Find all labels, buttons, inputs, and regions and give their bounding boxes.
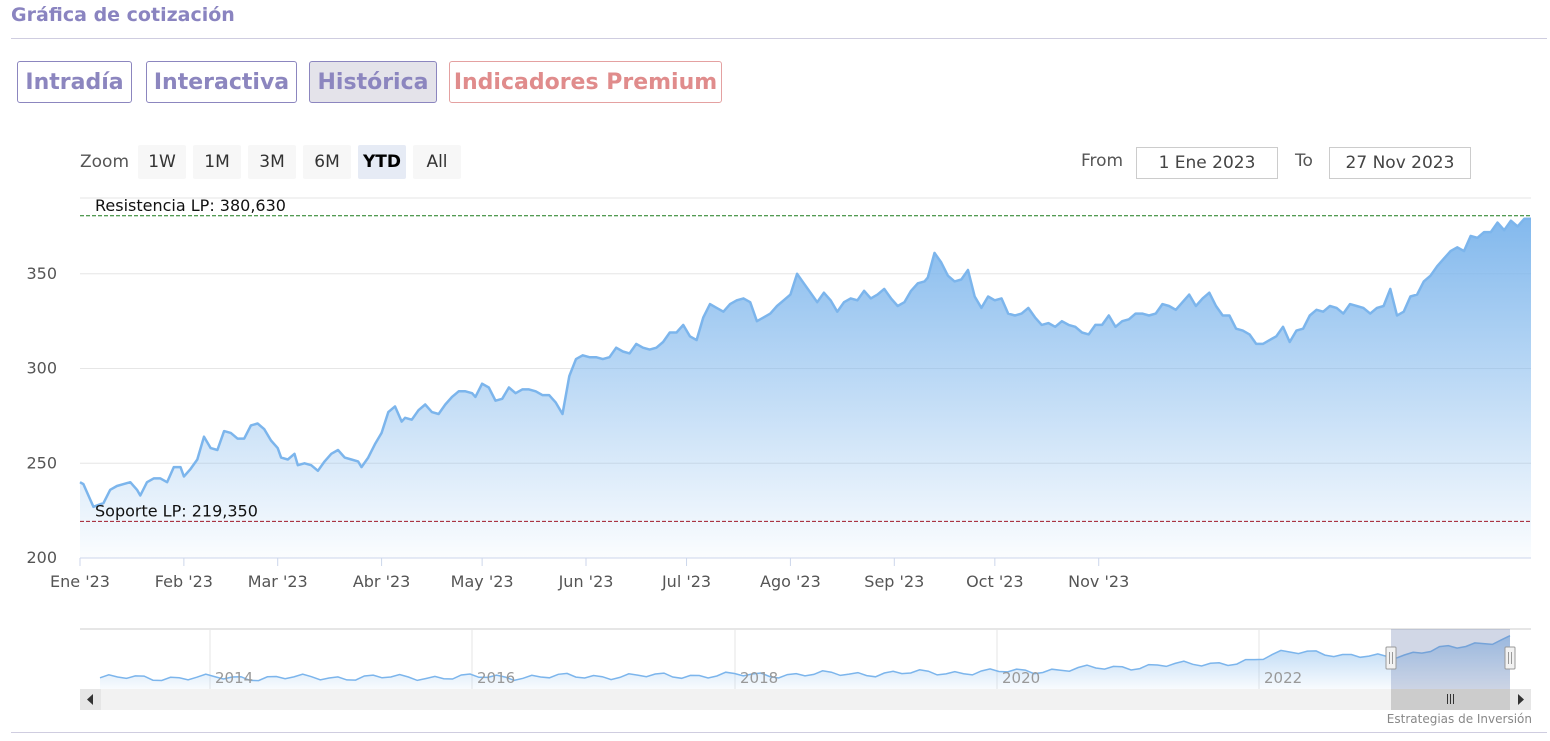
y-tick-label: 350 [26, 264, 57, 283]
scrollbar-left-button[interactable] [80, 689, 101, 710]
title-divider [11, 38, 1547, 39]
y-tick-label: 300 [26, 359, 57, 378]
navigator-tick-label: 2014 [215, 669, 253, 687]
tab-intradia[interactable]: Intradía [17, 61, 132, 103]
range-to-input[interactable] [1329, 147, 1471, 179]
resistance-label: Resistencia LP: 380,630 [95, 196, 286, 215]
navigator[interactable]: 2014 2016 2018 2020 2022 [80, 628, 1531, 689]
price-line [79, 217, 1531, 509]
navigator-gridlines [209, 629, 1260, 689]
x-tick-label: Oct '23 [966, 572, 1024, 591]
x-tick-label: Mar '23 [248, 572, 308, 591]
range-from-input[interactable] [1136, 147, 1278, 179]
x-tick-label: Ene '23 [50, 572, 110, 591]
navigator-line [99, 635, 1511, 682]
navigator-handle-right[interactable] [1504, 646, 1516, 670]
y-tick-label: 250 [26, 453, 57, 472]
navigator-tick-label: 2020 [1002, 669, 1040, 687]
zoom-button-1m[interactable]: 1M [193, 145, 241, 179]
support-label: Soporte LP: 219,350 [95, 501, 258, 520]
tab-indicadores-premium[interactable]: Indicadores Premium [449, 61, 722, 103]
x-axis-labels: Ene '23 Feb '23 Mar '23 Abr '23 May '23 Jun '… [50, 558, 1129, 591]
x-tick-label: Abr '23 [353, 572, 411, 591]
bottom-divider [11, 732, 1547, 733]
x-tick-label: Nov '23 [1068, 572, 1129, 591]
navigator-handle-left[interactable] [1385, 646, 1397, 670]
x-tick-label: Sep '23 [864, 572, 924, 591]
section-title: Gráfica de cotización [11, 4, 235, 26]
arrow-left-icon [87, 694, 93, 705]
x-tick-label: Jul '23 [661, 572, 711, 591]
y-tick-label: 200 [26, 548, 57, 567]
scrollbar-track[interactable] [80, 689, 1531, 710]
x-tick-label: Jun '23 [558, 572, 614, 591]
range-to-label: To [1295, 151, 1313, 171]
scrollbar-grip-icon [1447, 694, 1454, 704]
y-axis-labels: 200 250 300 350 [26, 264, 57, 567]
price-area [80, 218, 1531, 559]
navigator-labels: 2014 2016 2018 2020 2022 [215, 669, 1302, 687]
tab-interactiva[interactable]: Interactiva [146, 61, 297, 103]
chart-credit[interactable]: Estrategias de Inversión [1386, 712, 1532, 726]
zoom-button-all[interactable]: All [413, 145, 461, 179]
scrollbar[interactable] [80, 689, 1531, 710]
navigator-mask-selected[interactable] [1391, 629, 1510, 689]
x-tick-label: May '23 [451, 572, 514, 591]
zoom-button-6m[interactable]: 6M [303, 145, 351, 179]
scrollbar-thumb[interactable] [1391, 689, 1510, 710]
arrow-right-icon [1518, 694, 1524, 705]
zoom-button-3m[interactable]: 3M [248, 145, 296, 179]
navigator-tick-label: 2018 [740, 669, 778, 687]
zoom-label: Zoom [80, 152, 130, 172]
range-from-label: From [1081, 151, 1124, 171]
tab-historica[interactable]: Histórica [309, 61, 437, 103]
zoom-button-ytd[interactable]: YTD [358, 145, 406, 179]
x-tick-label: Feb '23 [155, 572, 213, 591]
navigator-tick-label: 2016 [477, 669, 515, 687]
navigator-area [100, 635, 1510, 689]
x-tick-label: Ago '23 [760, 572, 821, 591]
zoom-button-1w[interactable]: 1W [138, 145, 186, 179]
y-gridlines [80, 273, 1531, 464]
plot-lines: Resistencia LP: 380,630 Soporte LP: 219,3… [80, 196, 1531, 522]
navigator-tick-label: 2022 [1264, 669, 1302, 687]
scrollbar-right-button[interactable] [1510, 689, 1531, 710]
